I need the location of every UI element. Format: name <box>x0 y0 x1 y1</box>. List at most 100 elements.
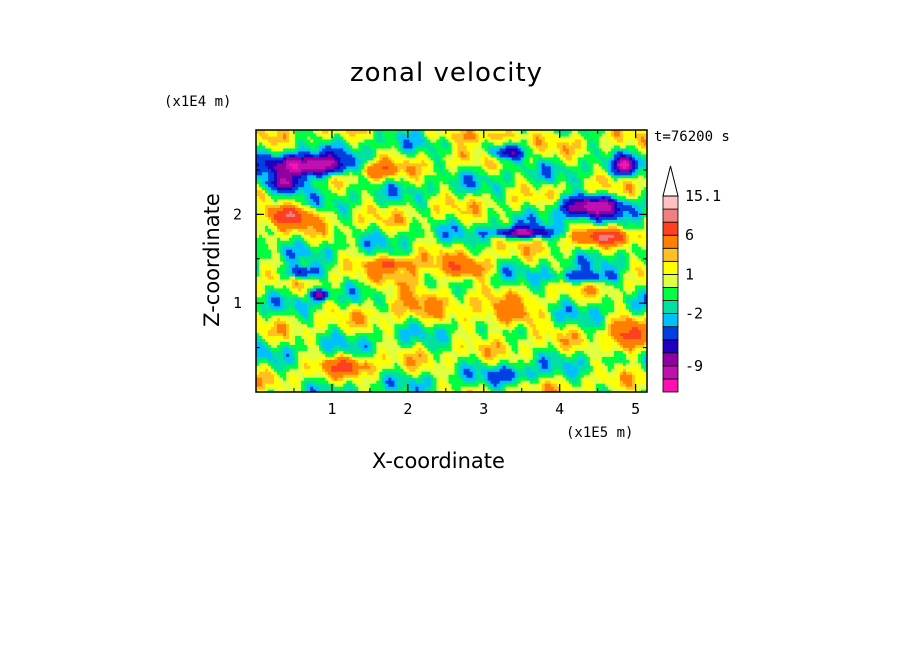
field-cell <box>481 377 486 381</box>
field-cell <box>358 299 362 304</box>
field-cell <box>475 281 480 286</box>
field-cell <box>427 356 432 360</box>
field-cell <box>277 275 281 280</box>
field-cell <box>388 296 392 301</box>
field-cell <box>499 371 504 375</box>
field-cell <box>493 365 498 369</box>
field-cell <box>256 278 260 283</box>
field-cell <box>556 329 561 334</box>
field-cell <box>472 302 477 307</box>
field-cell <box>532 323 537 328</box>
field-cell <box>376 299 380 304</box>
field-cell <box>385 293 389 298</box>
field-cell <box>355 332 359 337</box>
field-cell <box>328 365 332 369</box>
field-cell <box>328 299 332 304</box>
field-cell <box>511 308 516 313</box>
field-cell <box>604 350 609 354</box>
field-cell <box>331 311 335 316</box>
field-cell <box>379 368 383 372</box>
field-cell <box>460 299 465 304</box>
field-cell <box>346 353 350 357</box>
field-cell <box>442 314 447 319</box>
field-cell <box>490 368 495 372</box>
field-cell <box>424 317 429 322</box>
field-cell <box>505 356 510 360</box>
field-cell <box>385 350 389 354</box>
field-cell <box>265 338 269 342</box>
field-cell <box>571 287 576 292</box>
field-cell <box>535 389 540 392</box>
field-cell <box>313 320 317 325</box>
field-cell <box>376 323 380 328</box>
field-cell <box>613 299 618 304</box>
field-cell <box>280 362 284 366</box>
field-cell <box>547 305 552 310</box>
field-cell <box>523 341 528 345</box>
field-cell <box>604 296 609 301</box>
field-cell <box>547 371 552 375</box>
field-cell <box>322 338 326 342</box>
field-cell <box>499 335 504 340</box>
field-cell <box>604 347 609 351</box>
field-cell <box>622 281 627 286</box>
field-cell <box>607 281 612 286</box>
field-cell <box>418 389 423 392</box>
field-cell <box>595 281 600 286</box>
field-cell <box>616 323 621 328</box>
field-cell <box>457 320 462 325</box>
field-cell <box>610 290 615 295</box>
field-cell <box>403 317 407 322</box>
field-cell <box>358 320 362 325</box>
field-cell <box>349 338 353 342</box>
field-cell <box>532 380 537 384</box>
field-cell <box>334 389 338 392</box>
field-cell <box>610 323 615 328</box>
field-cell <box>424 314 429 319</box>
field-cell <box>385 305 389 310</box>
field-cell <box>493 374 498 378</box>
field-cell <box>622 335 627 340</box>
field-cell <box>484 296 489 301</box>
field-cell <box>319 293 323 298</box>
field-cell <box>307 380 311 384</box>
field-cell <box>454 314 459 319</box>
field-cell <box>364 299 368 304</box>
field-cell <box>430 320 435 325</box>
field-cell <box>565 305 570 310</box>
field-cell <box>526 350 531 354</box>
field-cell <box>514 329 519 334</box>
field-cell <box>436 281 441 286</box>
field-cell <box>388 323 392 328</box>
field-cell <box>439 332 444 337</box>
field-cell <box>613 344 618 348</box>
field-cell <box>553 296 558 301</box>
field-cell <box>313 299 317 304</box>
field-cell <box>355 341 359 345</box>
field-cell <box>358 275 362 280</box>
field-cell <box>424 320 429 325</box>
field-cell <box>547 359 552 363</box>
field-cell <box>553 320 558 325</box>
field-cell <box>268 299 272 304</box>
field-cell <box>409 386 413 390</box>
field-cell <box>484 299 489 304</box>
field-cell <box>625 380 630 384</box>
field-cell <box>265 284 269 289</box>
field-cell <box>328 293 332 298</box>
field-cell <box>286 290 290 295</box>
field-cell <box>307 386 311 390</box>
field-cell <box>319 386 323 390</box>
field-cell <box>592 323 597 328</box>
field-cell <box>349 317 353 322</box>
field-cell <box>493 299 498 304</box>
field-cell <box>469 287 474 292</box>
field-cell <box>298 344 302 348</box>
field-cell <box>316 371 320 375</box>
field-cell <box>289 362 293 366</box>
field-cell <box>526 374 531 378</box>
field-cell <box>640 323 645 328</box>
field-cell <box>589 386 594 390</box>
field-cell <box>343 275 347 280</box>
field-cell <box>373 290 377 295</box>
